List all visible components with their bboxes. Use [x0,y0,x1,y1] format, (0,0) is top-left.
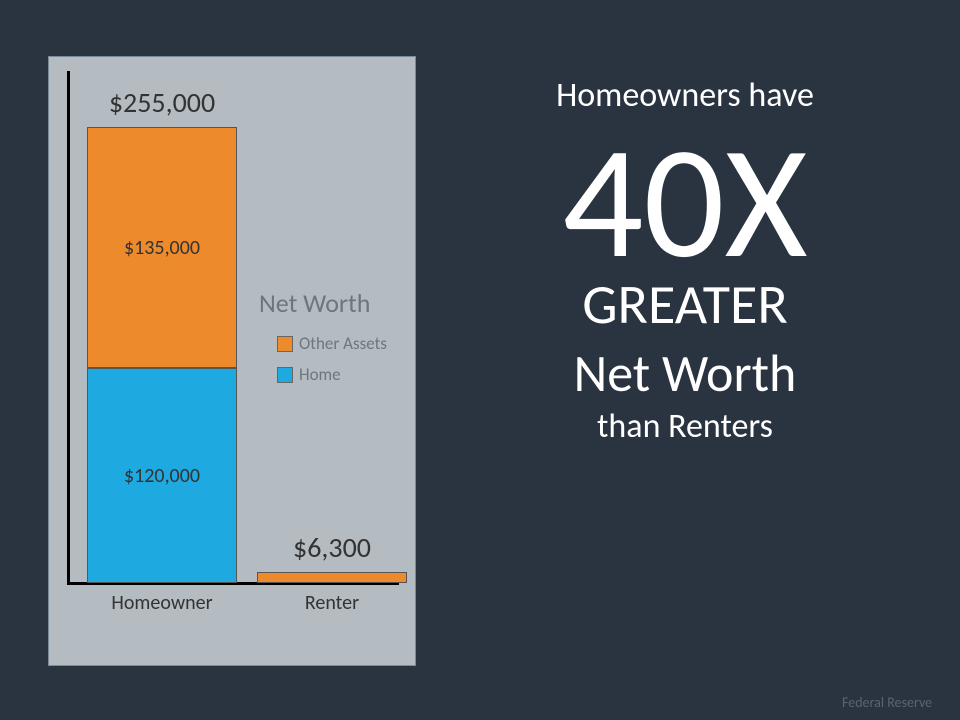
chart-panel: $120,000 $135,000 $255,000 Homeowner $6,300 R… [48,56,416,666]
legend-item: Home [277,364,387,385]
bar-total-label: $6,300 [257,530,407,565]
slide: $120,000 $135,000 $255,000 Homeowner $6,300 R… [0,0,960,720]
segment-value-label: $135,000 [124,236,200,260]
source-attribution: Federal Reserve [842,694,932,711]
bar-homeowner: $120,000$135,000$255,000 [87,127,237,583]
headline-line: Net Worth [450,346,920,401]
y-axis-line [67,71,70,583]
segment-value-label: $120,000 [124,464,200,488]
chart-legend: Net Worth Other Assets Home [259,287,387,385]
bar-renter: $6,300 [257,572,407,583]
bar-segment [257,572,407,583]
legend-title: Net Worth [259,287,387,319]
legend-swatch [277,336,293,352]
legend-swatch [277,367,293,383]
category-label: Renter [257,591,407,615]
legend-label: Home [299,364,341,385]
bar-total-label: $255,000 [87,85,237,120]
headline-line: than Renters [450,409,920,445]
category-label: Homeowner [87,591,237,615]
headline-line: 40X [450,118,920,286]
legend-label: Other Assets [299,333,387,354]
legend-item: Other Assets [277,333,387,354]
bar-segment: $135,000 [87,127,237,368]
headline-line: GREATER [450,276,920,335]
headline-text-block: Homeowners have40XGREATERNet Worththan R… [450,78,920,445]
bar-segment: $120,000 [87,368,237,583]
